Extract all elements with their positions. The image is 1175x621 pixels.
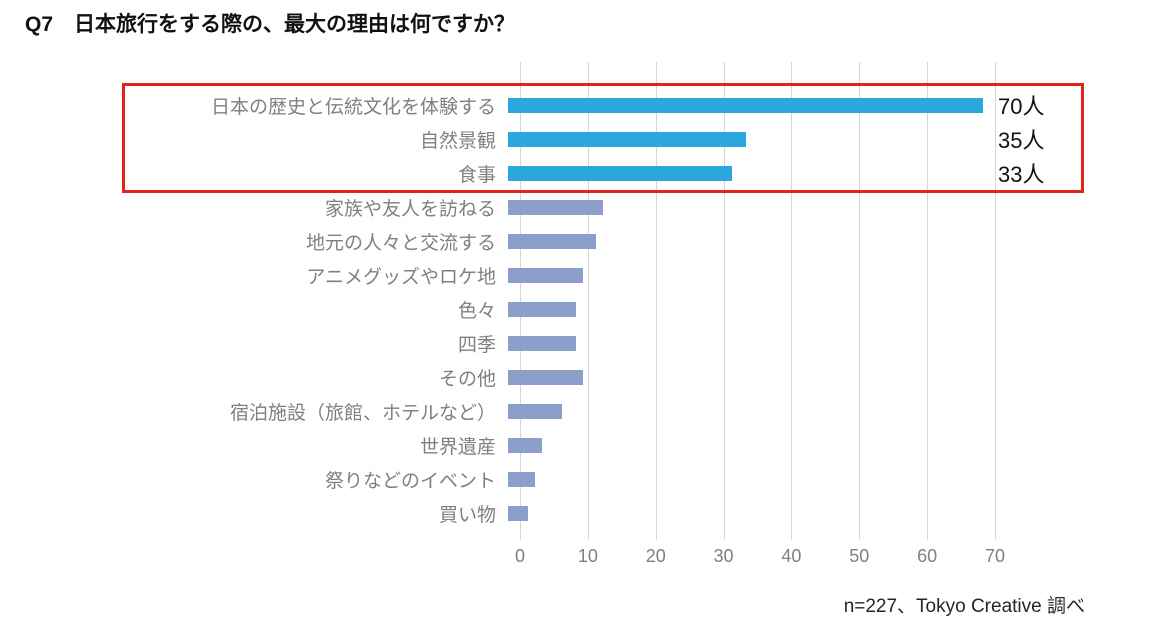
bar — [508, 505, 529, 521]
x-axis: 0 10 20 30 40 50 60 70 — [515, 546, 1005, 570]
bar — [508, 267, 583, 283]
chart-row: 家族や友人を訪ねる — [0, 190, 1175, 224]
x-tick-label: 30 — [713, 546, 734, 566]
x-tick-label: 60 — [917, 546, 938, 566]
source-note: n=227、Tokyo Creative 調べ — [843, 596, 1085, 617]
chart-row: 祭りなどのイベント — [0, 462, 1175, 496]
category-label: 四季 — [457, 334, 496, 356]
category-label: 自然景観 — [419, 130, 496, 152]
bar-chart: 日本の歴史と伝統文化を体験する 70人自然景観 35人食事 33人家族や友人を訪ねる地… — [0, 88, 1175, 530]
value-label: 33人 — [998, 162, 1045, 187]
bar-track — [508, 199, 983, 215]
chart-row: 四季 — [0, 326, 1175, 360]
bar — [508, 403, 563, 419]
x-tick-label: 20 — [645, 546, 666, 566]
bar — [508, 301, 576, 317]
x-tick-label: 0 — [514, 546, 526, 566]
gridline — [995, 62, 996, 540]
gridline — [927, 62, 929, 540]
category-label: アニメグッズやロケ地 — [306, 266, 496, 288]
bar-track — [508, 437, 983, 453]
category-label: 日本の歴史と伝統文化を体験する — [210, 96, 496, 118]
bar-track — [508, 267, 983, 283]
value-label: 70人 — [998, 94, 1045, 119]
category-label: 色々 — [457, 300, 496, 322]
x-tick-label: 50 — [849, 546, 870, 566]
chart-row: 地元の人々と交流する — [0, 224, 1175, 258]
chart-row: 日本の歴史と伝統文化を体験する 70人 — [0, 88, 1175, 122]
bar-track — [508, 403, 983, 419]
bar — [508, 369, 583, 385]
chart-row: アニメグッズやロケ地 — [0, 258, 1175, 292]
bar — [508, 335, 576, 351]
gridline — [791, 62, 793, 540]
chart-row: 買い物 — [0, 496, 1175, 530]
bar — [508, 233, 597, 249]
bar-track — [508, 335, 983, 351]
bar — [508, 199, 603, 215]
bar — [508, 471, 536, 487]
chart-row: 宿泊施設（旅館、ホテルなど） — [0, 394, 1175, 428]
x-tick-label: 10 — [577, 546, 598, 566]
gridline — [587, 62, 589, 540]
chart-row: 世界遺産 — [0, 428, 1175, 462]
bar-track — [508, 233, 983, 249]
value-label: 35人 — [998, 128, 1045, 153]
gridline — [859, 62, 861, 540]
x-tick-label: 40 — [781, 546, 802, 566]
bar-track — [508, 131, 983, 147]
category-label: 宿泊施設（旅館、ホテルなど） — [229, 402, 496, 424]
bar-track — [508, 505, 983, 521]
chart-row: その他 — [0, 360, 1175, 394]
category-label: 家族や友人を訪ねる — [324, 198, 496, 220]
chart-title: Q7 日本旅行をする際の、最大の理由は何ですか？ — [25, 13, 516, 36]
category-label: 買い物 — [438, 504, 496, 526]
bar-track — [508, 369, 983, 385]
gridline — [723, 62, 725, 540]
chart-row: 色々 — [0, 292, 1175, 326]
gridline — [520, 62, 521, 540]
bar-track — [508, 471, 983, 487]
bar — [508, 437, 542, 453]
gridline — [655, 62, 657, 540]
category-label: 祭りなどのイベント — [324, 470, 496, 492]
bar-track — [508, 97, 983, 113]
category-label: 地元の人々と交流する — [305, 232, 496, 254]
x-tick-label: 70 — [984, 546, 1006, 566]
category-label: 食事 — [457, 164, 496, 186]
gridlines — [520, 62, 996, 540]
category-label: 世界遺産 — [419, 436, 496, 458]
chart-row: 自然景観 35人 — [0, 122, 1175, 156]
bar — [508, 165, 732, 181]
bar — [508, 131, 746, 147]
bar-track — [508, 301, 983, 317]
bar — [508, 97, 983, 113]
chart-row: 食事 33人 — [0, 156, 1175, 190]
category-label: その他 — [438, 368, 496, 390]
bar-track — [508, 165, 983, 181]
